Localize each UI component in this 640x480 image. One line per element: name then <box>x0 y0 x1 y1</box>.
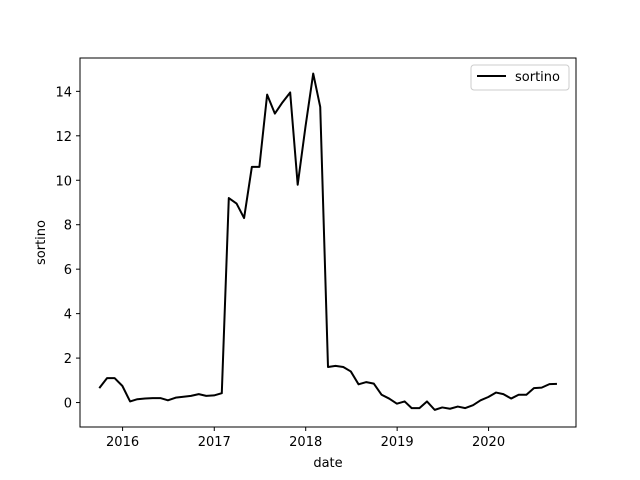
x-axis-label: date <box>313 456 342 471</box>
x-tick-label: 2019 <box>381 435 414 450</box>
y-tick-label: 12 <box>55 130 72 145</box>
plot-frame <box>79 57 577 428</box>
x-axis: 2016 2017 2018 2019 2020 <box>106 427 505 450</box>
y-tick-label: 8 <box>64 219 72 234</box>
x-tick-label: 2017 <box>198 435 231 450</box>
x-tick-label: 2016 <box>106 435 139 450</box>
y-tick-label: 2 <box>64 352 72 367</box>
y-tick-label: 10 <box>55 174 72 189</box>
series-line-sortino <box>98 72 557 411</box>
legend-entry-sortino: sortino <box>515 70 560 85</box>
y-axis-label: sortino <box>34 220 49 265</box>
x-tick-label: 2018 <box>289 435 322 450</box>
plot-area <box>80 58 576 427</box>
y-tick-label: 14 <box>55 85 72 100</box>
x-tick-label: 2020 <box>472 435 505 450</box>
y-tick-label: 6 <box>64 263 72 278</box>
y-axis: 0 2 4 6 8 10 12 14 <box>55 85 80 412</box>
y-tick-label: 4 <box>64 308 72 323</box>
legend: sortino <box>470 64 570 91</box>
y-tick-label: 0 <box>64 397 72 412</box>
series-layer <box>98 72 557 411</box>
legend-box <box>470 64 570 91</box>
